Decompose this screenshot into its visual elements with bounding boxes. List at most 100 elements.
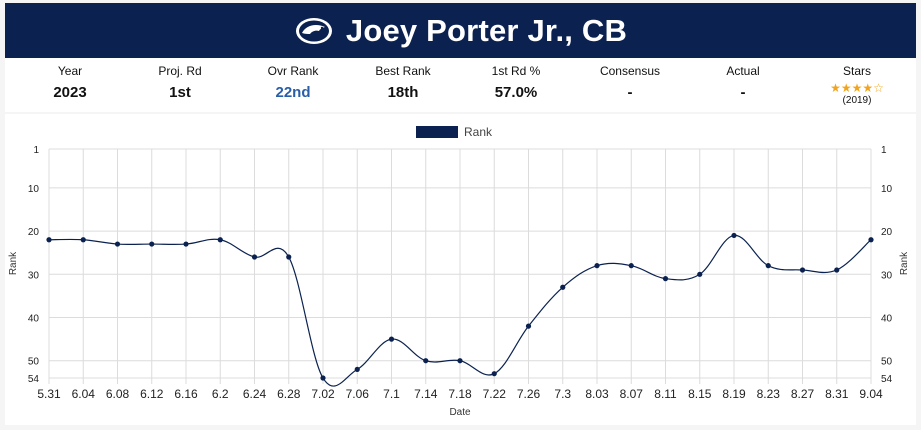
- stat-label: Stars: [842, 64, 871, 78]
- data-point: [628, 263, 634, 269]
- stat-best-rank: Best Rank 18th: [338, 58, 468, 112]
- data-point: [423, 358, 429, 364]
- data-point: [868, 237, 874, 243]
- stat-value: 57.0%: [494, 84, 538, 101]
- data-point: [354, 366, 360, 372]
- x-tick-label: 8.15: [688, 387, 712, 401]
- y-axis-title-right: Rank: [899, 251, 910, 275]
- x-tick-label: 9.04: [859, 387, 883, 401]
- y-tick-label-left: 40: [28, 314, 40, 325]
- data-point: [560, 284, 566, 290]
- x-tick-label: 6.08: [106, 387, 130, 401]
- x-tick-label: 8.31: [825, 387, 849, 401]
- star-empty-icon: ☆: [873, 81, 884, 95]
- rank-chart-svg: Rank 1 1 10 10 20 20 30 30 40 40 50 50 54 54 5.31 6.04 6.…: [8, 125, 910, 418]
- data-point: [80, 237, 86, 243]
- y-tick-label-left: 10: [28, 184, 40, 195]
- data-point: [320, 375, 326, 381]
- data-point: [765, 263, 771, 269]
- star-rating-icon: ★★★★☆: [792, 81, 921, 95]
- x-tick-label: 7.1: [383, 387, 400, 401]
- x-axis-title: Date: [449, 407, 471, 418]
- y-tick-label-right: 10: [881, 184, 893, 195]
- stat-actual: Actual -: [678, 58, 808, 112]
- x-tick-label: 6.24: [243, 387, 267, 401]
- y-tick-label-left: 1: [33, 145, 39, 156]
- stat-value: -: [627, 84, 633, 101]
- data-point: [491, 371, 497, 377]
- stats-bar: Year 2023 Proj. Rd 1st Ovr Rank 22nd Bes…: [5, 58, 916, 112]
- star-filled-icon: ★: [862, 81, 874, 95]
- data-point: [662, 276, 669, 282]
- data-point: [46, 237, 52, 243]
- stat-label: 1st Rd %: [491, 64, 541, 78]
- x-tick-label: 6.16: [174, 387, 198, 401]
- data-point: [594, 263, 600, 269]
- y-tick-label-left: 20: [28, 227, 40, 238]
- x-tick-label: 6.12: [140, 387, 164, 401]
- x-tick-label: 5.31: [37, 387, 61, 401]
- rank-chart: Rank 1 1 10 10 20 20 30 30 40 40 50 50 54 54 5.31 6.04 6.…: [5, 114, 916, 425]
- stat-label: Best Rank: [375, 64, 431, 78]
- legend-swatch: [416, 126, 458, 138]
- x-tick-label: 8.19: [722, 387, 746, 401]
- y-tick-label-right: 40: [881, 314, 893, 325]
- y-tick-label-left: 50: [28, 357, 40, 368]
- data-point: [183, 241, 189, 247]
- stat-proj-round: Proj. Rd 1st: [115, 58, 245, 112]
- x-tick-label: 7.18: [448, 387, 472, 401]
- data-point: [799, 267, 806, 273]
- y-tick-label-left: 30: [28, 270, 40, 281]
- legend-label: Rank: [464, 125, 493, 139]
- y-axis-title-left: Rank: [8, 251, 19, 275]
- stat-year: Year 2023: [5, 58, 135, 112]
- y-tick-label-right: 30: [881, 270, 893, 281]
- player-title: Joey Porter Jr., CB: [345, 12, 628, 48]
- x-tick-label: 8.27: [791, 387, 815, 401]
- x-tick-label: 7.02: [311, 387, 335, 401]
- nittany-lion-logo-icon: [294, 15, 334, 47]
- stat-label: Consensus: [599, 64, 661, 78]
- stat-label: Year: [57, 64, 83, 78]
- star-filled-icon: ★: [840, 81, 852, 95]
- y-tick-label-right: 54: [881, 374, 893, 385]
- stars-year: (2019): [842, 95, 872, 106]
- stat-consensus: Consensus -: [565, 58, 695, 112]
- x-tick-label: 7.06: [346, 387, 370, 401]
- x-tick-label: 8.23: [757, 387, 781, 401]
- stat-stars: Stars ★★★★☆ (2019): [792, 58, 921, 112]
- y-tick-label-right: 1: [881, 145, 887, 156]
- stat-value: 2023: [53, 84, 87, 101]
- data-point: [697, 271, 703, 277]
- y-tick-label-left: 54: [28, 374, 40, 385]
- stat-value[interactable]: 22nd: [275, 84, 311, 101]
- data-point: [731, 232, 737, 239]
- x-tick-label: 6.2: [212, 387, 229, 401]
- x-tick-label: 7.3: [554, 387, 571, 401]
- data-point: [525, 323, 532, 329]
- data-point: [388, 336, 395, 342]
- y-tick-label-right: 50: [881, 357, 893, 368]
- stat-label: Proj. Rd: [158, 64, 202, 78]
- stat-overall-rank: Ovr Rank 22nd: [228, 58, 358, 112]
- stat-first-round-pct: 1st Rd % 57.0%: [451, 58, 581, 112]
- star-filled-icon: ★: [830, 81, 841, 95]
- x-tick-label: 7.26: [517, 387, 541, 401]
- data-point: [286, 254, 292, 260]
- x-tick-label: 7.14: [414, 387, 438, 401]
- x-tick-label: 8.11: [654, 387, 677, 401]
- stat-value: 1st: [169, 84, 191, 101]
- data-point: [251, 254, 258, 260]
- data-point: [834, 267, 840, 273]
- y-tick-label-right: 20: [881, 227, 893, 238]
- player-header: Joey Porter Jr., CB: [5, 3, 916, 58]
- stat-label: Ovr Rank: [267, 64, 319, 78]
- x-tick-label: 7.22: [483, 387, 507, 401]
- data-point: [114, 241, 121, 247]
- x-tick-label: 8.07: [620, 387, 644, 401]
- data-point: [217, 237, 223, 243]
- stat-label: Actual: [726, 64, 760, 78]
- data-point: [457, 358, 463, 364]
- x-tick-label: 8.03: [585, 387, 609, 401]
- data-point: [149, 241, 155, 247]
